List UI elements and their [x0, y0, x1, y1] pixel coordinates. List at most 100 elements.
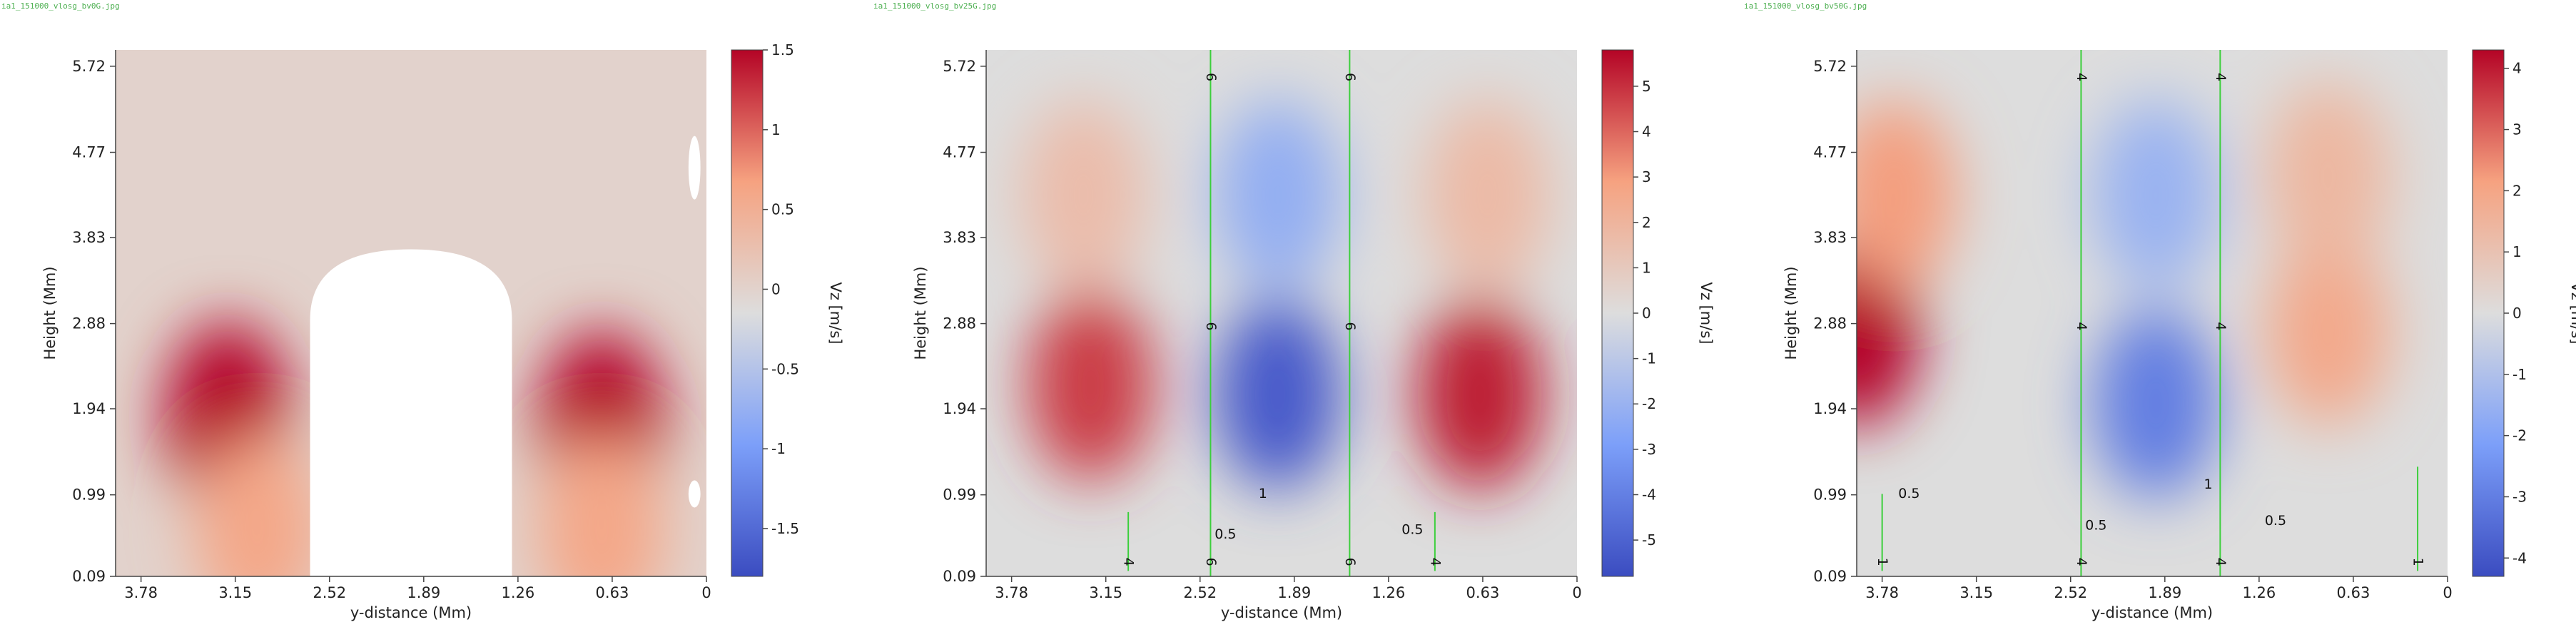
- contour-label: 0.5: [1898, 486, 1920, 501]
- heatmap-field: [1020, 99, 1551, 490]
- colorbar-tick-label: 0.5: [771, 201, 794, 218]
- y-tick-label: 2.88: [1813, 315, 1847, 332]
- colorbar-title: Vz [m/s]: [1698, 282, 1715, 345]
- colorbar-tick-label: 0: [2512, 305, 2522, 322]
- y-tick-label: 3.83: [1813, 229, 1847, 246]
- y-tick-label: 5.72: [72, 58, 106, 75]
- x-axis-title: y-distance (Mm): [2091, 604, 2213, 621]
- colorbar-tick-label: 2: [2512, 182, 2522, 199]
- contour-label: 1: [1875, 558, 1890, 566]
- colorbar-tick-label: 1: [771, 121, 781, 138]
- colorbar-tick-label: -1: [2512, 366, 2527, 383]
- filename-label: ia1_151000_vlosg_bv0G.jpg: [1, 1, 120, 11]
- contour-label: 6: [1203, 558, 1219, 566]
- masked-region: [688, 136, 701, 200]
- heatmap-cell: [2093, 99, 2219, 290]
- contour-label: 0.5: [2085, 517, 2106, 533]
- masked-region: [310, 249, 512, 576]
- x-tick-label: 1.26: [2242, 584, 2276, 601]
- colorbar-tick-label: 0: [1642, 305, 1651, 322]
- colorbar-tick-label: -3: [1642, 441, 1656, 458]
- contour-label: 6: [1342, 558, 1358, 566]
- y-tick-label: 0.99: [72, 486, 106, 504]
- y-tick-label: 0.99: [1813, 486, 1847, 504]
- y-tick-label: 4.77: [72, 144, 106, 161]
- y-tick-label: 3.83: [72, 229, 106, 246]
- y-tick-label: 0.09: [943, 568, 976, 585]
- contour-label: 0.5: [2265, 513, 2286, 529]
- colorbar-tick-label: -2: [1642, 395, 1656, 412]
- y-tick-label: 1.94: [943, 400, 976, 417]
- x-tick-label: 1.26: [1371, 584, 1405, 601]
- plot-area: [116, 50, 706, 576]
- heatmap-cell: [1416, 299, 1543, 490]
- y-tick-label: 3.83: [943, 229, 976, 246]
- contour-label: 4: [2074, 558, 2089, 566]
- colorbar-tick-label: 2: [1642, 214, 1651, 231]
- plot-area: 4 4 4 4 4 4 1 1 0.5 1 0.5 0.5: [1857, 50, 2448, 576]
- y-tick-label: 1.94: [1813, 400, 1847, 417]
- colorbar-tick-label: 3: [2512, 121, 2522, 138]
- heatmap-field: [1857, 81, 2391, 499]
- heatmap-cell: [2093, 308, 2219, 499]
- colorbar-tick-label: -3: [2512, 488, 2527, 505]
- heatmap-cell: [2265, 235, 2391, 427]
- y-tick-label: 2.88: [72, 315, 106, 332]
- x-tick-label: 1.89: [407, 584, 440, 601]
- y-axis-title: Height (Mm): [41, 266, 59, 360]
- contour-label: 4: [1427, 558, 1443, 566]
- colorbar-tick-label: -1: [771, 440, 786, 457]
- chart-panel-2: ia1_151000_vlosg_bv25G.jpg 6 6 6 6 6 6 4 4 1 0.5 0.…: [873, 1, 1715, 621]
- colorbar-tick-label: 1.5: [771, 41, 794, 58]
- heatmap-cell: [539, 434, 665, 576]
- colorbar-tick-label: 4: [1642, 123, 1651, 141]
- x-tick-label: 3.78: [124, 584, 158, 601]
- colorbar-tick-label: -0.5: [771, 360, 799, 377]
- colorbar-tick-label: -1.5: [771, 520, 799, 537]
- contour-label: 4: [2213, 322, 2228, 330]
- contour-label: 4: [2213, 73, 2228, 81]
- y-tick-label: 1.94: [72, 400, 106, 417]
- colorbar-tick-label: -4: [1642, 486, 1656, 503]
- filename-label: ia1_151000_vlosg_bv25G.jpg: [873, 1, 996, 11]
- x-tick-label: 0.63: [1466, 584, 1500, 601]
- colorbar: [1601, 49, 1634, 577]
- heatmap-cell: [1857, 99, 1957, 290]
- contour-label: 4: [2074, 73, 2089, 81]
- chart-panel-3: ia1_151000_vlosg_bv50G.jpg 4 4 4 4 4 4 1 1 0.5 1 0.…: [1744, 1, 2576, 621]
- x-tick-label: 0: [701, 584, 711, 601]
- x-tick-label: 1.89: [1277, 584, 1311, 601]
- colorbar-tick-label: -1: [1642, 350, 1656, 367]
- x-tick-label: 2.52: [2054, 584, 2087, 601]
- y-axis-title: Height (Mm): [1783, 266, 1800, 360]
- filename-label: ia1_151000_vlosg_bv50G.jpg: [1744, 1, 1867, 11]
- chart-panel-1: ia1_151000_vlosg_bv0G.jpg 3.78 3.15 2.52 1.8…: [1, 1, 844, 621]
- contour-label: 0.5: [1401, 522, 1423, 538]
- colorbar-tick-label: 4: [2512, 60, 2522, 77]
- x-tick-label: 1.26: [501, 584, 534, 601]
- colorbar-tick-label: 3: [1642, 168, 1651, 185]
- y-tick-label: 5.72: [943, 58, 976, 75]
- heatmap-cell: [1215, 99, 1341, 290]
- heatmap-cell: [1020, 99, 1147, 290]
- heatmap-cell: [1215, 299, 1341, 490]
- y-tick-label: 2.88: [943, 315, 976, 332]
- x-axis-title: y-distance (Mm): [350, 604, 472, 621]
- colorbar: [731, 49, 764, 577]
- x-tick-label: 3.15: [1089, 584, 1122, 601]
- heatmap-cell: [1028, 290, 1154, 481]
- y-tick-label: 0.99: [943, 486, 976, 504]
- y-axis-title: Height (Mm): [912, 266, 929, 360]
- y-tick-label: 4.77: [943, 144, 976, 161]
- x-tick-label: 2.52: [313, 584, 346, 601]
- x-tick-label: 0: [1572, 584, 1581, 601]
- colorbar-tick-label: -5: [1642, 531, 1656, 549]
- x-axis-title: y-distance (Mm): [1221, 604, 1342, 621]
- contour-label: 6: [1203, 73, 1219, 81]
- x-tick-label: 3.78: [1865, 584, 1899, 601]
- contour-label: 4: [2213, 558, 2228, 566]
- y-tick-label: 5.72: [1813, 58, 1847, 75]
- x-tick-label: 2.52: [1183, 584, 1217, 601]
- colorbar-tick-label: 5: [1642, 78, 1651, 95]
